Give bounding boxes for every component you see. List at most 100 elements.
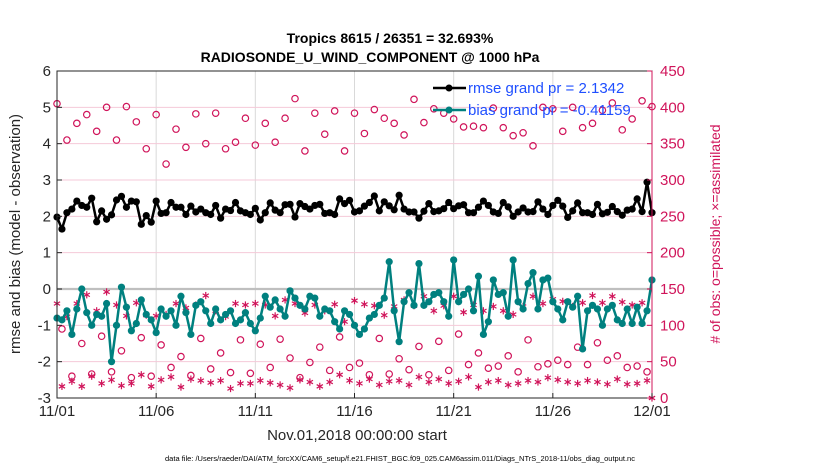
obs-assimilated-point [266,379,274,387]
obs-assimilated-point [465,373,472,381]
obs-possible-point [459,123,468,131]
x-tick-label: 11/11 [238,403,273,420]
obs-possible-point [266,363,275,372]
bias-point [271,296,279,304]
obs-assimilated-point [276,381,284,389]
chart-title-line1: Tropics 8615 / 26351 = 32.693% [287,30,494,46]
rmse-point [405,208,413,216]
rmse-point [375,207,383,215]
rmse-point [291,213,299,221]
bias-point [425,298,433,306]
obs-assimilated-point [202,291,210,300]
obs-possible-point [529,142,537,150]
rmse-point [529,208,537,216]
obs-possible-point [623,363,632,372]
obs-assimilated-point [539,299,547,308]
rmse-point [554,196,562,204]
rmse-point [147,218,155,226]
rmse-point [137,220,145,228]
legend-rmse-marker [445,84,453,92]
bias-point [212,305,220,313]
x-tick-label: 11/01 [39,403,75,420]
bias-point [593,305,602,313]
rmse-point [355,207,364,215]
obs-possible-point [137,333,146,342]
obs-assimilated-point [127,379,135,388]
obs-possible-point [63,136,71,144]
rmse-point [117,192,126,200]
rmse-point [152,197,160,205]
obs-assimilated-point [237,379,244,388]
bias-point [63,307,71,315]
rmse-point [618,211,626,219]
bias-point [112,321,121,329]
obs-possible-point [628,115,636,123]
bias-point [296,301,304,309]
left-tick-label: 6 [43,63,51,80]
obs-assimilated-point [365,375,373,383]
obs-possible-point [251,141,260,149]
obs-assimilated-point [494,376,502,385]
bias-point [574,292,582,300]
obs-assimilated-point [455,377,463,385]
obs-possible-point [221,144,230,153]
right-tick-label: 250 [660,208,685,225]
obs-possible-point [380,114,389,123]
obs-assimilated-point [88,372,96,380]
obs-possible-point [464,360,473,369]
obs-possible-point [177,352,185,361]
bias-point [559,316,567,324]
obs-possible-point [370,105,379,114]
bias-point [405,289,413,297]
bias-point [603,305,611,313]
obs-assimilated-point [623,380,631,388]
rmse-point [445,198,453,207]
obs-possible-point [216,349,225,357]
rmse-point [197,205,205,213]
obs-assimilated-point [554,376,562,384]
bias-point [266,303,274,311]
rmse-point [261,209,269,217]
bias-point [370,310,378,319]
bias-point [162,312,170,320]
obs-possible-point [77,339,86,348]
bias-point [311,294,319,302]
rmse-point [68,205,76,213]
obs-assimilated-point [58,382,66,390]
obs-possible-point [231,138,240,147]
right-tick-label: 100 [660,317,685,334]
obs-possible-point [539,103,547,112]
obs-possible-point [286,354,294,362]
obs-assimilated-point [98,379,106,388]
bias-point [236,316,245,324]
obs-assimilated-point [633,379,641,388]
legend-bias-label: bias grand pr = -0.41159 [468,102,631,119]
bias-point [400,298,408,306]
rmse-point [212,201,220,210]
rmse-point [628,205,636,213]
obs-possible-point [499,123,508,132]
obs-possible-point [276,335,284,343]
rmse-point [217,214,225,222]
obs-assimilated-point [484,378,492,386]
bias-point [68,330,76,339]
bias-point [549,298,557,306]
obs-assimilated-point [594,378,601,386]
rmse-point [162,209,170,217]
obs-possible-point [553,356,562,365]
rmse-point [385,202,393,210]
obs-possible-point [593,338,602,347]
rmse-point [499,198,507,207]
bias-point [187,330,195,339]
obs-assimilated-point [430,307,438,315]
obs-possible-point [360,129,369,138]
rmse-point [608,202,616,211]
bias-point [117,283,126,291]
obs-assimilated-point [137,371,145,379]
obs-possible-point [420,118,428,127]
bias-point [459,290,468,299]
obs-possible-point [558,127,567,136]
bias-point [519,305,527,313]
rmse-point [256,216,264,224]
